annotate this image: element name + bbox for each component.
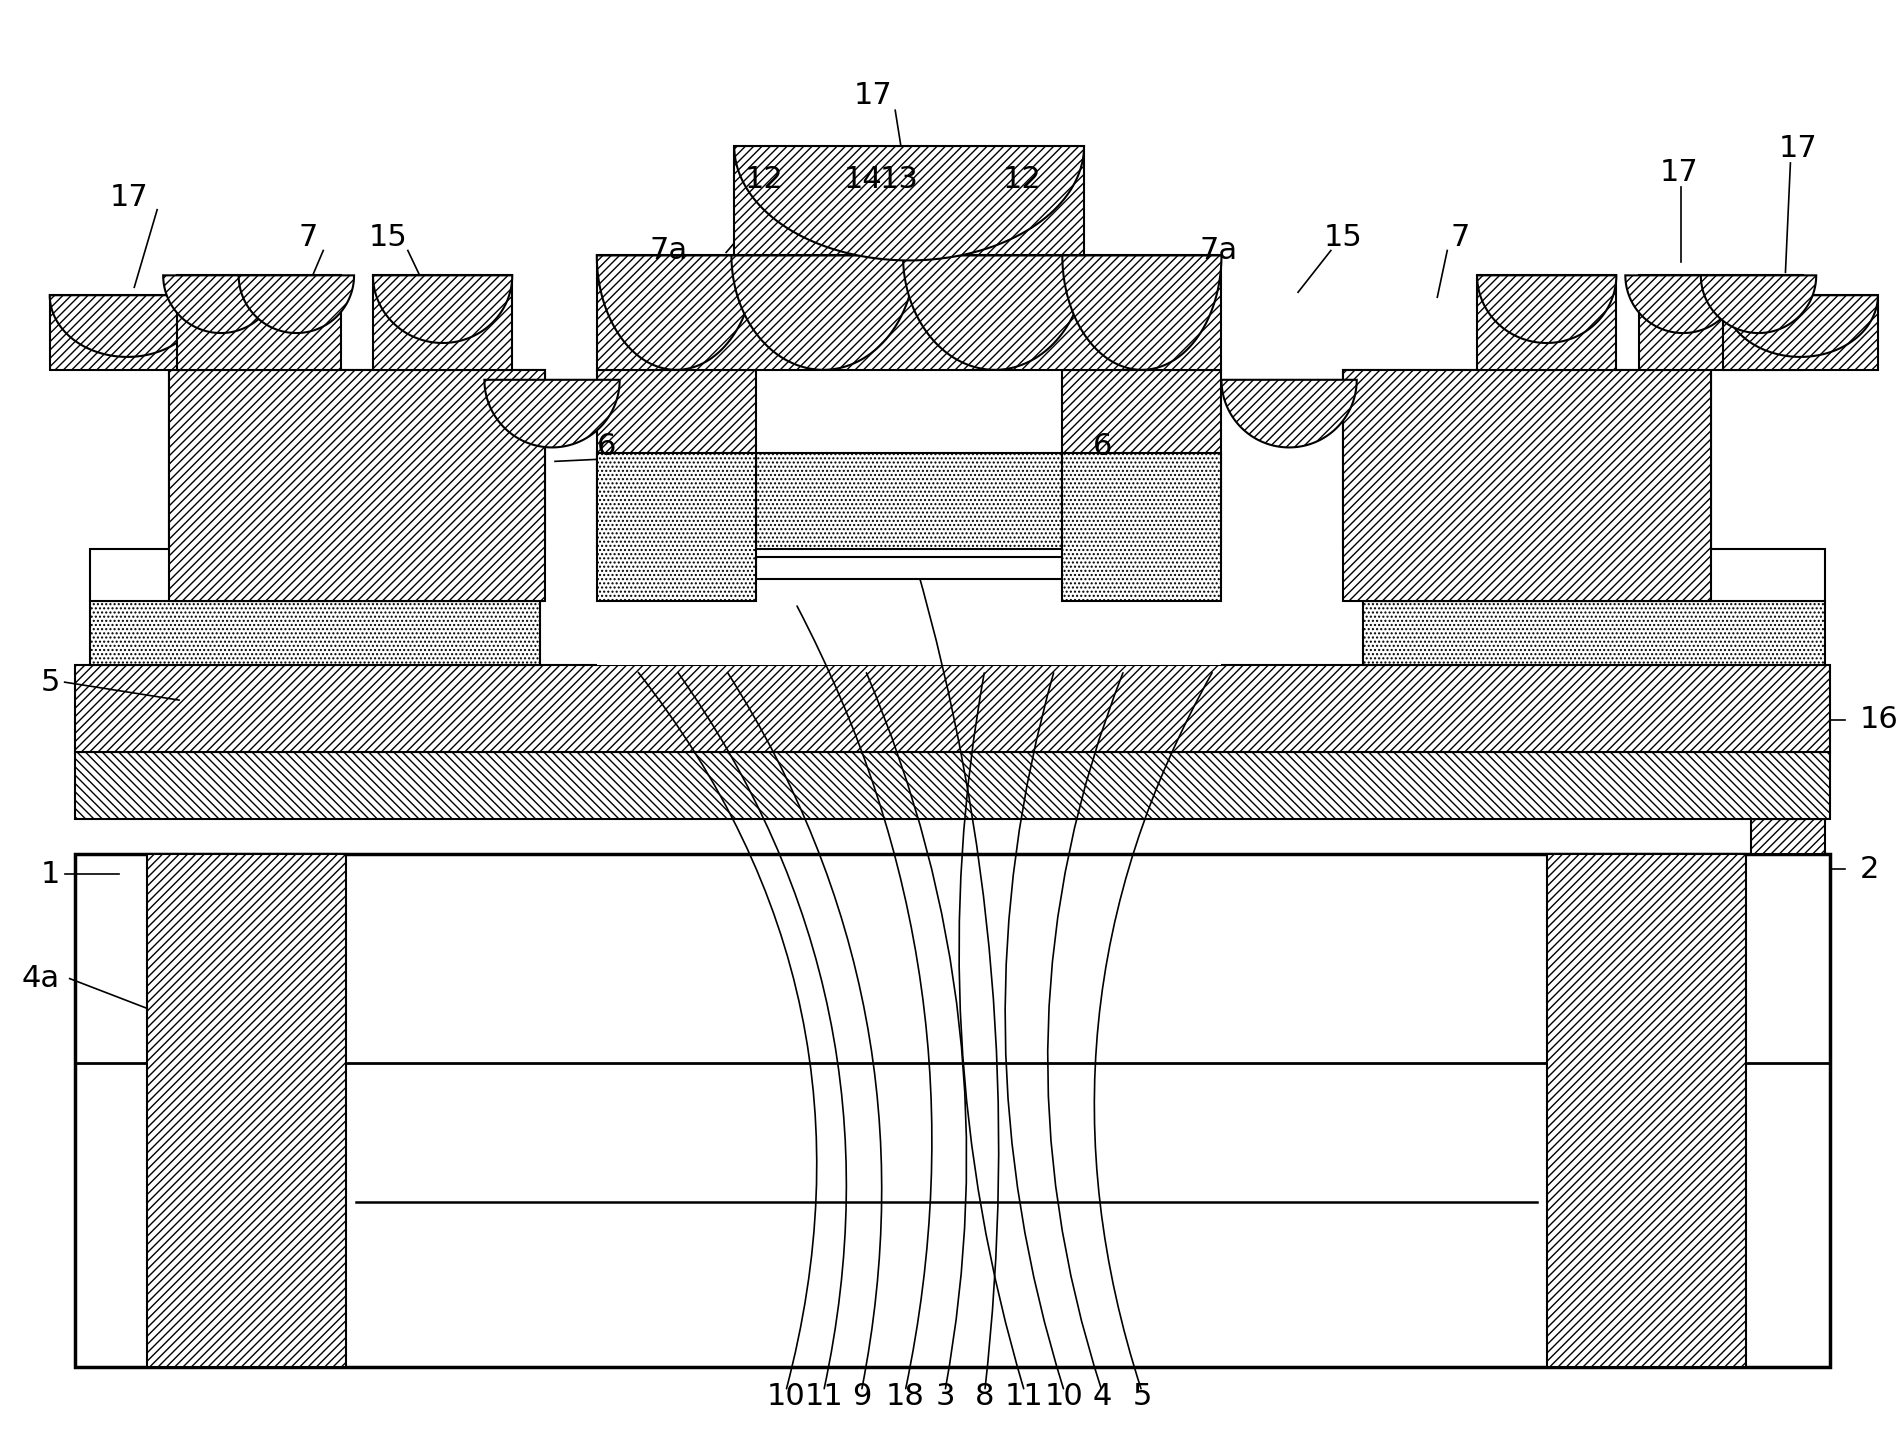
- Bar: [89, 549, 540, 600]
- Bar: [1722, 296, 1878, 370]
- Bar: [89, 600, 540, 666]
- Text: 12: 12: [745, 166, 783, 194]
- Bar: [757, 557, 1065, 579]
- Bar: [1363, 549, 1825, 600]
- Bar: [373, 276, 511, 370]
- Text: 7: 7: [1450, 223, 1469, 252]
- Bar: [1382, 549, 1671, 600]
- Text: 15: 15: [1323, 223, 1363, 252]
- Bar: [1063, 370, 1222, 549]
- Polygon shape: [485, 380, 620, 447]
- Bar: [734, 146, 1084, 256]
- Bar: [1063, 453, 1222, 600]
- Text: 14: 14: [844, 166, 882, 194]
- Text: 7: 7: [298, 223, 317, 252]
- Text: 7a: 7a: [650, 236, 688, 264]
- Bar: [1639, 276, 1802, 370]
- Polygon shape: [373, 276, 511, 343]
- Text: 13: 13: [880, 166, 918, 194]
- Bar: [1342, 370, 1711, 600]
- Text: 6: 6: [597, 432, 616, 462]
- Polygon shape: [1625, 276, 1741, 333]
- Bar: [146, 855, 346, 1366]
- Text: 7a: 7a: [1200, 236, 1238, 264]
- Bar: [209, 549, 506, 600]
- Polygon shape: [903, 256, 1087, 370]
- Polygon shape: [240, 276, 354, 333]
- Text: 18: 18: [886, 1382, 924, 1410]
- Polygon shape: [1722, 296, 1878, 357]
- Bar: [597, 453, 757, 600]
- Polygon shape: [1477, 276, 1616, 343]
- Polygon shape: [732, 256, 914, 370]
- Bar: [169, 370, 546, 600]
- Text: 5: 5: [1133, 1382, 1152, 1410]
- Text: 17: 17: [1779, 133, 1817, 163]
- Bar: [1477, 276, 1616, 370]
- Text: 15: 15: [369, 223, 407, 252]
- Text: 6: 6: [1093, 432, 1112, 462]
- Bar: [74, 752, 1831, 819]
- Bar: [597, 370, 757, 549]
- Text: 11: 11: [804, 1382, 842, 1410]
- Text: 17: 17: [1660, 159, 1698, 187]
- Text: 9: 9: [852, 1382, 871, 1410]
- Text: 17: 17: [854, 81, 893, 110]
- Text: 10: 10: [1046, 1382, 1084, 1410]
- Polygon shape: [163, 276, 279, 333]
- Text: 1: 1: [40, 860, 59, 889]
- Bar: [49, 296, 205, 370]
- Polygon shape: [1063, 256, 1222, 370]
- Text: 4: 4: [1093, 1382, 1112, 1410]
- Text: 3: 3: [935, 1382, 954, 1410]
- Bar: [177, 276, 340, 370]
- Bar: [1751, 819, 1825, 855]
- Bar: [597, 549, 1222, 666]
- Polygon shape: [734, 146, 1084, 260]
- Text: 10: 10: [766, 1382, 806, 1410]
- Bar: [74, 855, 1831, 1366]
- Polygon shape: [1701, 276, 1815, 333]
- Bar: [74, 666, 1831, 752]
- Bar: [1342, 370, 1711, 549]
- Text: 8: 8: [975, 1382, 994, 1410]
- Bar: [1363, 600, 1825, 666]
- Polygon shape: [1222, 380, 1357, 447]
- Text: 5: 5: [40, 667, 59, 697]
- Text: 2: 2: [1859, 855, 1880, 883]
- Bar: [597, 256, 1222, 370]
- Polygon shape: [597, 256, 757, 370]
- Text: 4a: 4a: [21, 965, 59, 993]
- Bar: [169, 370, 546, 549]
- Text: 12: 12: [1004, 166, 1042, 194]
- Text: 11: 11: [1006, 1382, 1044, 1410]
- Polygon shape: [49, 296, 205, 357]
- Bar: [1547, 855, 1745, 1366]
- Text: 17: 17: [110, 183, 148, 213]
- Bar: [757, 453, 1063, 549]
- Text: 16: 16: [1859, 706, 1899, 735]
